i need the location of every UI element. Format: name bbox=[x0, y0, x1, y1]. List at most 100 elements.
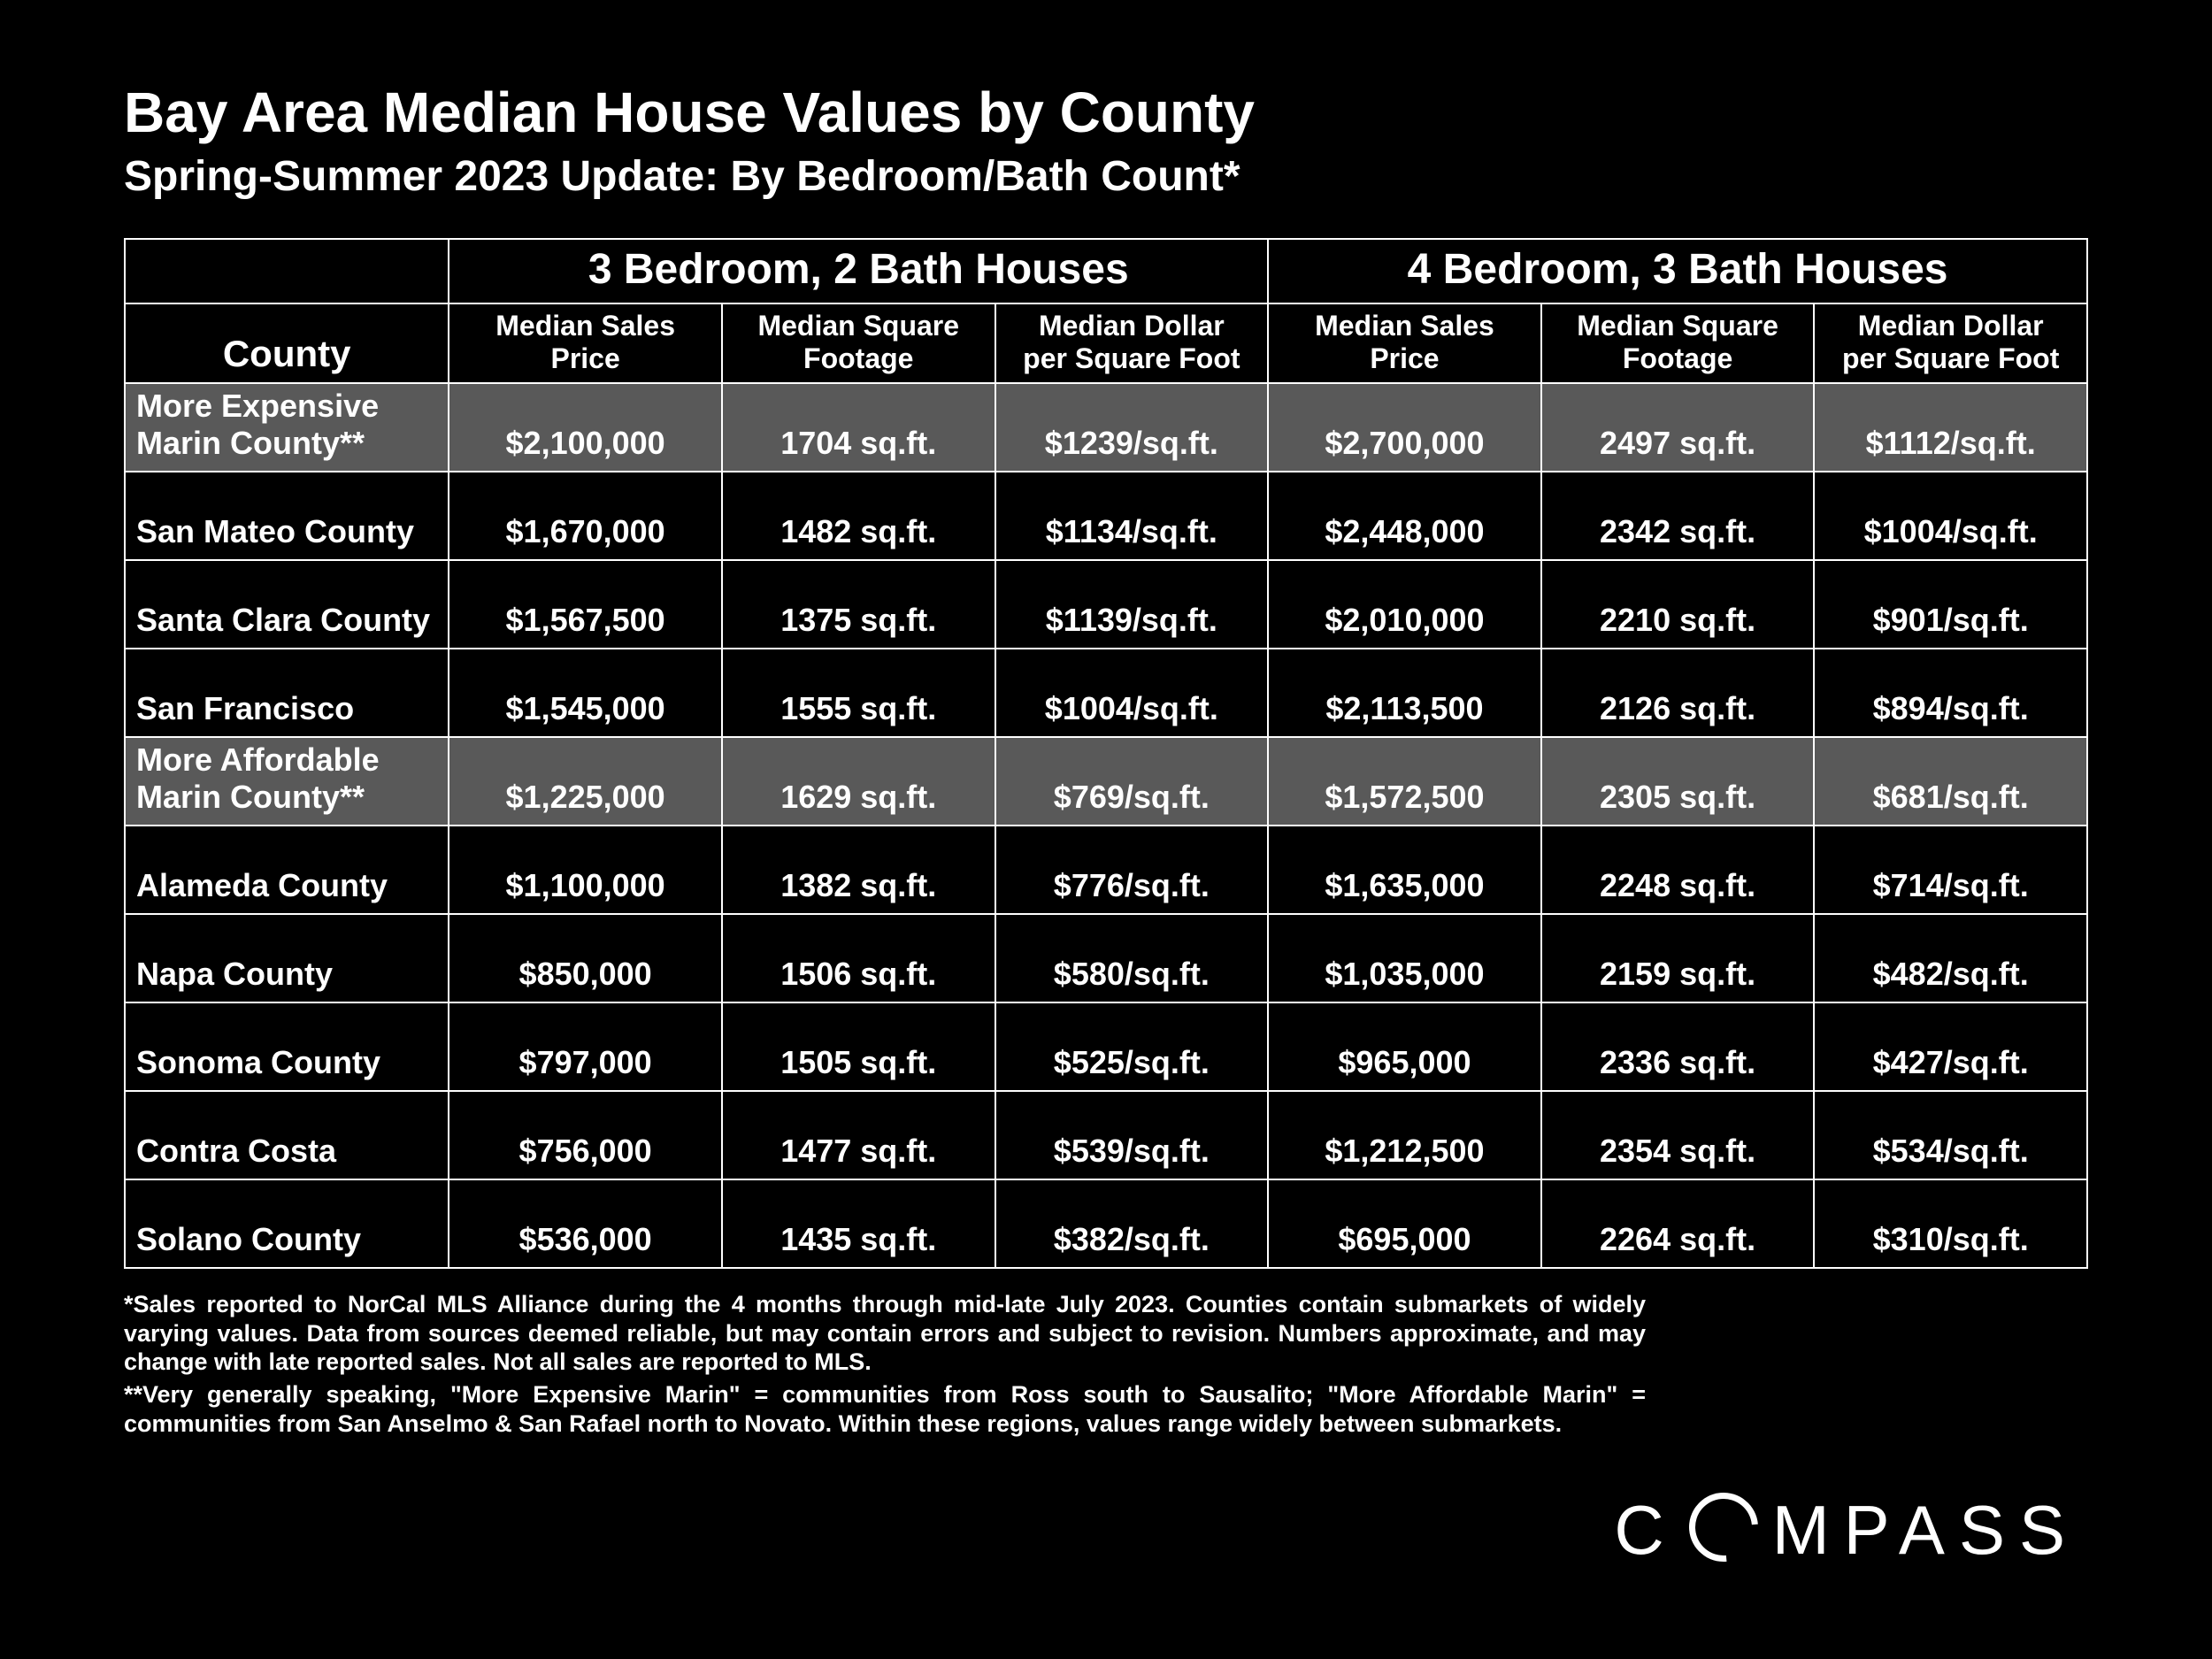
data-cell: 1629 sq.ft. bbox=[722, 737, 995, 826]
data-cell: 1505 sq.ft. bbox=[722, 1002, 995, 1091]
data-cell: 1382 sq.ft. bbox=[722, 826, 995, 914]
data-cell: 2354 sq.ft. bbox=[1541, 1091, 1815, 1179]
data-cell: $776/sq.ft. bbox=[995, 826, 1269, 914]
sub-header: Median SquareFootage bbox=[722, 303, 995, 383]
data-cell: $681/sq.ft. bbox=[1814, 737, 2087, 826]
county-column-header: County bbox=[125, 303, 449, 383]
table-row: More ExpensiveMarin County**$2,100,00017… bbox=[125, 383, 2087, 472]
data-cell: $695,000 bbox=[1268, 1179, 1541, 1268]
data-cell: 2248 sq.ft. bbox=[1541, 826, 1815, 914]
data-cell: $850,000 bbox=[449, 914, 722, 1002]
data-cell: $427/sq.ft. bbox=[1814, 1002, 2087, 1091]
table-row: More AffordableMarin County**$1,225,0001… bbox=[125, 737, 2087, 826]
data-cell: $965,000 bbox=[1268, 1002, 1541, 1091]
table-row: San Mateo County$1,670,0001482 sq.ft.$11… bbox=[125, 472, 2087, 560]
group-header-3br: 3 Bedroom, 2 Bath Houses bbox=[449, 239, 1268, 303]
group-header-4br: 4 Bedroom, 3 Bath Houses bbox=[1268, 239, 2087, 303]
sub-header: Median Dollarper Square Foot bbox=[995, 303, 1269, 383]
sub-header: Median SalesPrice bbox=[449, 303, 722, 383]
data-cell: 2305 sq.ft. bbox=[1541, 737, 1815, 826]
data-cell: $1,100,000 bbox=[449, 826, 722, 914]
county-cell: More AffordableMarin County** bbox=[125, 737, 449, 826]
data-cell: 2126 sq.ft. bbox=[1541, 649, 1815, 737]
data-cell: 2336 sq.ft. bbox=[1541, 1002, 1815, 1091]
data-cell: $2,010,000 bbox=[1268, 560, 1541, 649]
data-cell: $1,545,000 bbox=[449, 649, 722, 737]
data-cell: $1139/sq.ft. bbox=[995, 560, 1269, 649]
table-row: Alameda County$1,100,0001382 sq.ft.$776/… bbox=[125, 826, 2087, 914]
county-cell: Santa Clara County bbox=[125, 560, 449, 649]
table-row: Solano County$536,0001435 sq.ft.$382/sq.… bbox=[125, 1179, 2087, 1268]
data-cell: $525/sq.ft. bbox=[995, 1002, 1269, 1091]
group-header-row: 3 Bedroom, 2 Bath Houses 4 Bedroom, 3 Ba… bbox=[125, 239, 2087, 303]
sub-header: Median SquareFootage bbox=[1541, 303, 1815, 383]
data-cell: 1477 sq.ft. bbox=[722, 1091, 995, 1179]
data-cell: 1375 sq.ft. bbox=[722, 560, 995, 649]
data-cell: $2,100,000 bbox=[449, 383, 722, 472]
data-cell: 2342 sq.ft. bbox=[1541, 472, 1815, 560]
table-row: Napa County$850,0001506 sq.ft.$580/sq.ft… bbox=[125, 914, 2087, 1002]
data-cell: $534/sq.ft. bbox=[1814, 1091, 2087, 1179]
data-cell: $1004/sq.ft. bbox=[995, 649, 1269, 737]
table-row: San Francisco$1,545,0001555 sq.ft.$1004/… bbox=[125, 649, 2087, 737]
data-cell: $2,700,000 bbox=[1268, 383, 1541, 472]
data-cell: $1,212,500 bbox=[1268, 1091, 1541, 1179]
table-row: Contra Costa$756,0001477 sq.ft.$539/sq.f… bbox=[125, 1091, 2087, 1179]
data-cell: $580/sq.ft. bbox=[995, 914, 1269, 1002]
sub-header: Median SalesPrice bbox=[1268, 303, 1541, 383]
county-cell: San Mateo County bbox=[125, 472, 449, 560]
footnote-1: *Sales reported to NorCal MLS Alliance d… bbox=[124, 1290, 1646, 1378]
brand-suffix: MPASS bbox=[1772, 1490, 2079, 1571]
data-cell: $1,225,000 bbox=[449, 737, 722, 826]
data-cell: $797,000 bbox=[449, 1002, 722, 1091]
data-cell: $310/sq.ft. bbox=[1814, 1179, 2087, 1268]
county-cell: Napa County bbox=[125, 914, 449, 1002]
data-cell: $894/sq.ft. bbox=[1814, 649, 2087, 737]
data-cell: $1239/sq.ft. bbox=[995, 383, 1269, 472]
page-container: Bay Area Median House Values by County S… bbox=[0, 0, 2212, 1659]
data-cell: 2159 sq.ft. bbox=[1541, 914, 1815, 1002]
data-cell: $536,000 bbox=[449, 1179, 722, 1268]
data-cell: 2264 sq.ft. bbox=[1541, 1179, 1815, 1268]
data-cell: 2210 sq.ft. bbox=[1541, 560, 1815, 649]
county-cell: More ExpensiveMarin County** bbox=[125, 383, 449, 472]
page-subtitle: Spring-Summer 2023 Update: By Bedroom/Ba… bbox=[124, 152, 2088, 201]
data-cell: 1555 sq.ft. bbox=[722, 649, 995, 737]
data-cell: $539/sq.ft. bbox=[995, 1091, 1269, 1179]
corner-cell bbox=[125, 239, 449, 303]
data-cell: $1134/sq.ft. bbox=[995, 472, 1269, 560]
county-cell: Solano County bbox=[125, 1179, 449, 1268]
data-cell: $769/sq.ft. bbox=[995, 737, 1269, 826]
county-cell: Contra Costa bbox=[125, 1091, 449, 1179]
data-cell: $2,113,500 bbox=[1268, 649, 1541, 737]
data-cell: 2497 sq.ft. bbox=[1541, 383, 1815, 472]
compass-circle-icon bbox=[1675, 1479, 1772, 1576]
data-cell: $1,567,500 bbox=[449, 560, 722, 649]
data-cell: $714/sq.ft. bbox=[1814, 826, 2087, 914]
data-cell: $2,448,000 bbox=[1268, 472, 1541, 560]
data-cell: $1,670,000 bbox=[449, 472, 722, 560]
sub-header: Median Dollarper Square Foot bbox=[1814, 303, 2087, 383]
table-row: Sonoma County$797,0001505 sq.ft.$525/sq.… bbox=[125, 1002, 2087, 1091]
data-cell: $382/sq.ft. bbox=[995, 1179, 1269, 1268]
county-cell: Sonoma County bbox=[125, 1002, 449, 1091]
data-cell: $1004/sq.ft. bbox=[1814, 472, 2087, 560]
compass-logo: C MPASS bbox=[1614, 1490, 2079, 1571]
county-cell: Alameda County bbox=[125, 826, 449, 914]
data-cell: 1482 sq.ft. bbox=[722, 472, 995, 560]
footnotes: *Sales reported to NorCal MLS Alliance d… bbox=[124, 1290, 1646, 1440]
brand-prefix: C bbox=[1614, 1490, 1678, 1571]
data-cell: 1506 sq.ft. bbox=[722, 914, 995, 1002]
data-cell: $1112/sq.ft. bbox=[1814, 383, 2087, 472]
data-cell: 1704 sq.ft. bbox=[722, 383, 995, 472]
data-cell: $1,572,500 bbox=[1268, 737, 1541, 826]
table-row: Santa Clara County$1,567,5001375 sq.ft.$… bbox=[125, 560, 2087, 649]
county-cell: San Francisco bbox=[125, 649, 449, 737]
page-title: Bay Area Median House Values by County bbox=[124, 80, 2088, 145]
data-cell: $901/sq.ft. bbox=[1814, 560, 2087, 649]
data-cell: $756,000 bbox=[449, 1091, 722, 1179]
house-values-table: 3 Bedroom, 2 Bath Houses 4 Bedroom, 3 Ba… bbox=[124, 238, 2088, 1269]
table-body: More ExpensiveMarin County**$2,100,00017… bbox=[125, 383, 2087, 1268]
data-cell: 1435 sq.ft. bbox=[722, 1179, 995, 1268]
data-cell: $482/sq.ft. bbox=[1814, 914, 2087, 1002]
